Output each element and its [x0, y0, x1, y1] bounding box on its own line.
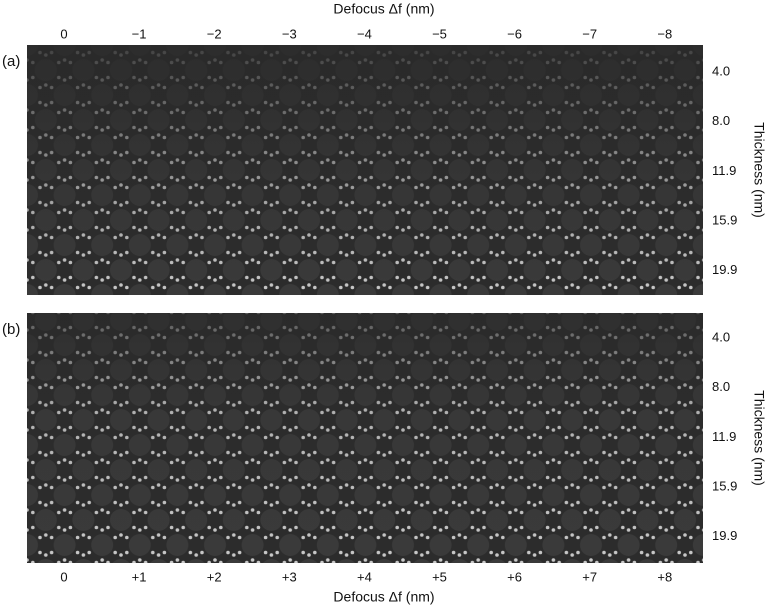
x-tick-label: +2: [207, 569, 222, 584]
x-tick-label: +5: [432, 569, 447, 584]
axis-title: Defocus Δf (nm): [333, 1, 434, 17]
y-tick-label: 11.9: [712, 163, 736, 178]
y-tick-label: 8.0: [712, 113, 730, 128]
axis-title: Thickness (nm): [751, 122, 767, 218]
x-tick-label: −1: [132, 26, 147, 41]
y-tick-label: 15.9: [712, 213, 737, 228]
y-tick-label: 15.9: [712, 479, 737, 494]
x-tick-label: +1: [132, 569, 147, 584]
x-tick-label: −4: [357, 26, 372, 41]
axis-title: Defocus Δf (nm): [333, 589, 434, 605]
x-tick-label: +4: [357, 569, 372, 584]
x-tick-label: −5: [432, 26, 447, 41]
x-tick-label: −8: [657, 26, 672, 41]
y-tick-label: 8.0: [712, 379, 730, 394]
y-tick-label: 19.9: [712, 528, 737, 543]
x-tick-label: +3: [282, 569, 297, 584]
x-tick-label: −6: [507, 26, 522, 41]
panel-b-fade: [27, 313, 703, 563]
y-tick-label: 19.9: [712, 262, 737, 277]
panel-label: (a): [2, 53, 20, 70]
y-tick-label: 4.0: [712, 329, 730, 344]
x-tick-label: +6: [507, 569, 522, 584]
x-tick-label: −3: [282, 26, 297, 41]
x-tick-label: −2: [207, 26, 222, 41]
y-tick-label: 11.9: [712, 429, 736, 444]
axis-title: Thickness (nm): [751, 390, 767, 486]
panel-label: (b): [2, 321, 20, 338]
x-tick-label: 0: [60, 26, 67, 41]
x-tick-label: 0: [60, 569, 67, 584]
x-tick-label: +7: [582, 569, 597, 584]
y-tick-label: 4.0: [712, 63, 730, 78]
panel-a-fade: [27, 45, 703, 295]
x-tick-label: −7: [582, 26, 597, 41]
x-tick-label: +8: [657, 569, 672, 584]
